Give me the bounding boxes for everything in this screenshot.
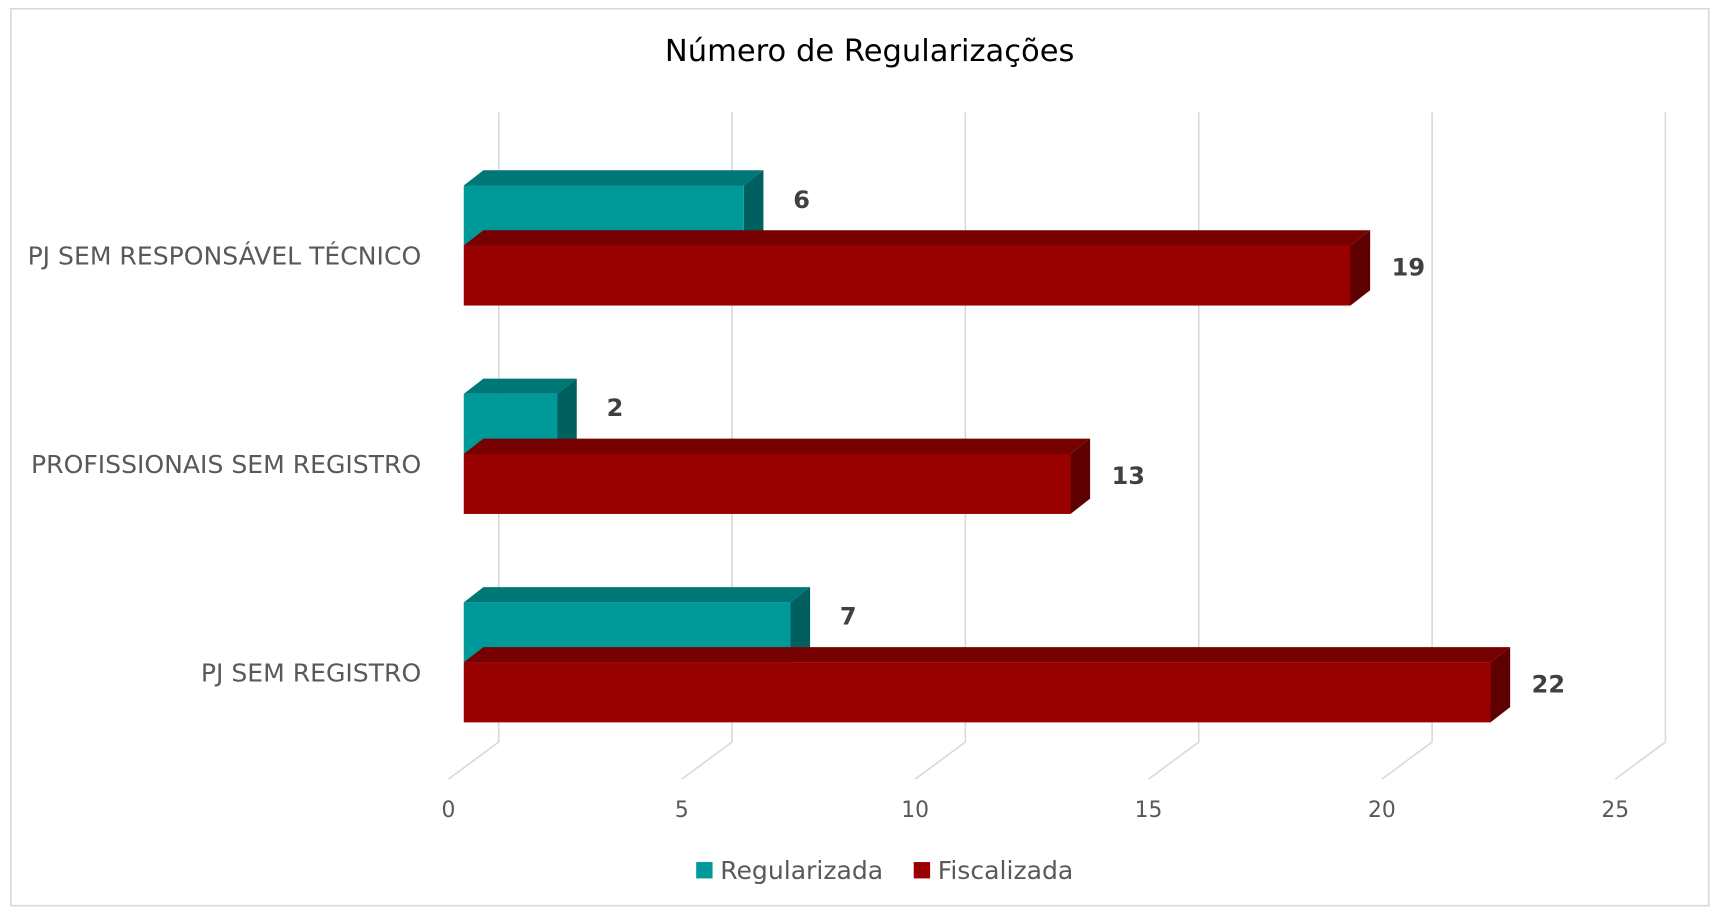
legend-swatch bbox=[696, 862, 713, 879]
x-tick-label: 15 bbox=[1135, 798, 1163, 823]
bar-top bbox=[463, 378, 577, 394]
bar bbox=[463, 438, 1091, 514]
plot-root: Número de Regularizações 0 5 10 15 20 25 PJ SE… bbox=[10, 7, 1710, 907]
bar-top bbox=[463, 647, 1511, 663]
data-label: 7 bbox=[840, 603, 857, 631]
bar-front bbox=[463, 662, 1491, 723]
grid-line bbox=[914, 112, 967, 780]
bar-front bbox=[463, 245, 1351, 306]
data-label: 19 bbox=[1392, 253, 1425, 281]
y-tick-label: PJ SEM REGISTRO bbox=[201, 658, 421, 687]
x-tick-label: 5 bbox=[675, 798, 689, 823]
grid-line bbox=[1381, 112, 1433, 780]
grid-line bbox=[681, 112, 733, 780]
grid-line bbox=[447, 112, 500, 780]
y-tick-label: PJ SEM RESPONSÁVEL TÉCNICO bbox=[28, 242, 422, 271]
bar-side bbox=[790, 587, 811, 663]
grid-line bbox=[1148, 112, 1200, 780]
bar-side bbox=[557, 378, 577, 454]
data-label: 22 bbox=[1532, 670, 1565, 698]
bar-side bbox=[743, 170, 764, 246]
bar-side bbox=[1490, 647, 1511, 723]
bar-top bbox=[463, 170, 764, 186]
legend-label: Fiscalizada bbox=[938, 856, 1074, 885]
bar bbox=[463, 647, 1511, 723]
bar bbox=[463, 230, 1371, 306]
y-tick-label: PROFISSIONAIS SEM REGISTRO bbox=[31, 450, 421, 479]
chart-title: Número de Regularizações bbox=[665, 34, 1075, 69]
bar-top bbox=[463, 587, 811, 603]
legend-swatch bbox=[913, 862, 931, 879]
x-tick-label: 10 bbox=[901, 798, 929, 823]
bar-top bbox=[463, 438, 1091, 454]
x-tick-label: 25 bbox=[1601, 798, 1629, 823]
legend-label: Regularizada bbox=[720, 856, 883, 885]
data-label: 13 bbox=[1112, 462, 1145, 490]
bar-side bbox=[1070, 438, 1091, 514]
x-tick-label: 20 bbox=[1368, 798, 1396, 823]
data-label: 6 bbox=[793, 186, 810, 214]
grid-line bbox=[1614, 112, 1667, 780]
bar-front bbox=[463, 453, 1071, 514]
bar-side bbox=[1350, 230, 1371, 306]
x-tick-label: 0 bbox=[442, 798, 456, 823]
bar-top bbox=[463, 230, 1371, 246]
data-label: 2 bbox=[607, 394, 624, 422]
